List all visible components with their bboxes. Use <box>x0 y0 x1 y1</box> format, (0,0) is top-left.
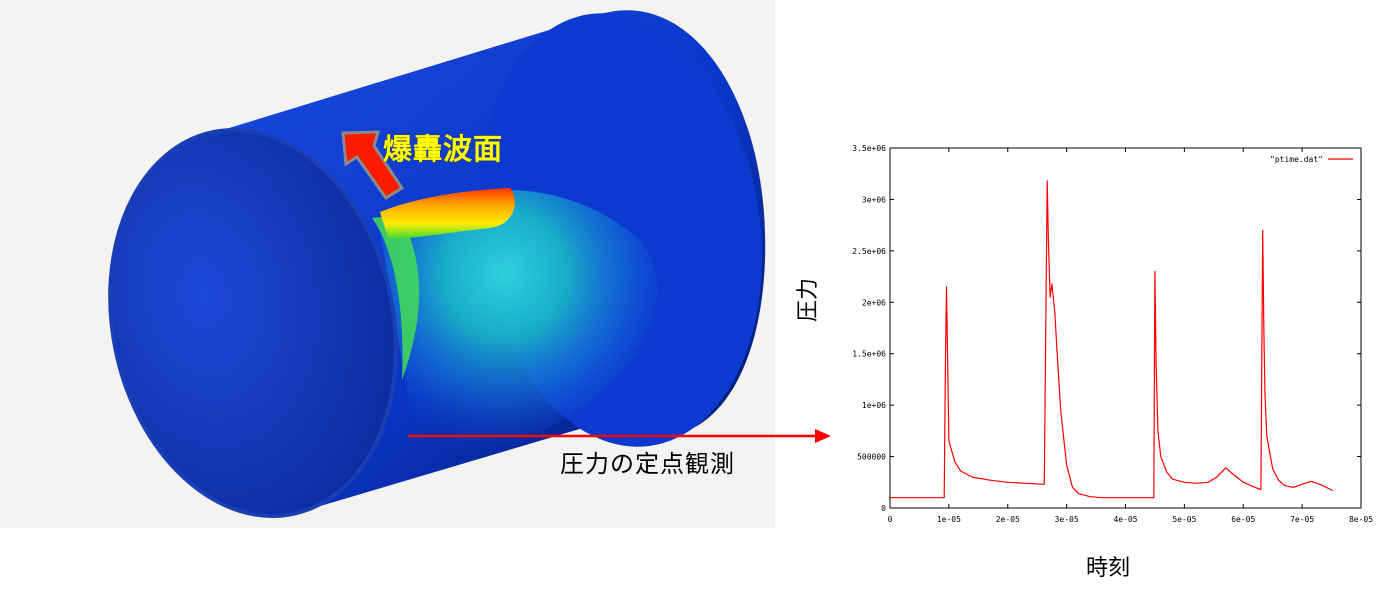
simulation-panel: 爆轟波面 <box>0 0 775 528</box>
y-tick-label: 500000 <box>857 453 886 462</box>
y-tick-label: 2e+06 <box>862 298 886 307</box>
arrow-head-icon <box>815 429 831 443</box>
plot-frame <box>889 147 1362 509</box>
x-tick-label: 3e-05 <box>1055 515 1079 524</box>
x-tick-label: 0 <box>888 515 893 524</box>
y-tick-label: 0 <box>881 504 886 513</box>
y-tick-label: 1e+06 <box>862 401 886 410</box>
cylinder-visualization <box>108 10 766 518</box>
x-tick-label: 6e-05 <box>1231 515 1255 524</box>
detonation-front-label: 爆轟波面 <box>383 132 504 166</box>
x-tick-label: 4e-05 <box>1113 515 1137 524</box>
x-tick-label: 2e-05 <box>996 515 1020 524</box>
x-tick-label: 7e-05 <box>1290 515 1314 524</box>
series-line <box>890 180 1333 499</box>
x-tick-label: 8e-05 <box>1349 515 1373 524</box>
y-tick-label: 1.5e+06 <box>852 350 886 359</box>
y-tick-label: 3.5e+06 <box>852 144 886 153</box>
arrow-icon <box>341 130 405 201</box>
y-axis-label: 圧力 <box>796 277 821 323</box>
x-tick-label: 1e-05 <box>937 515 961 524</box>
detonation-front <box>380 188 515 239</box>
y-tick-label: 3e+06 <box>862 195 886 204</box>
x-axis-label: 時刻 <box>1085 556 1131 581</box>
y-tick-label: 2.5e+06 <box>852 247 886 256</box>
x-tick-label: 5e-05 <box>1172 515 1196 524</box>
legend-label: "ptime.dat" <box>1270 155 1323 164</box>
observation-label: 圧力の定点観測 <box>560 450 735 478</box>
